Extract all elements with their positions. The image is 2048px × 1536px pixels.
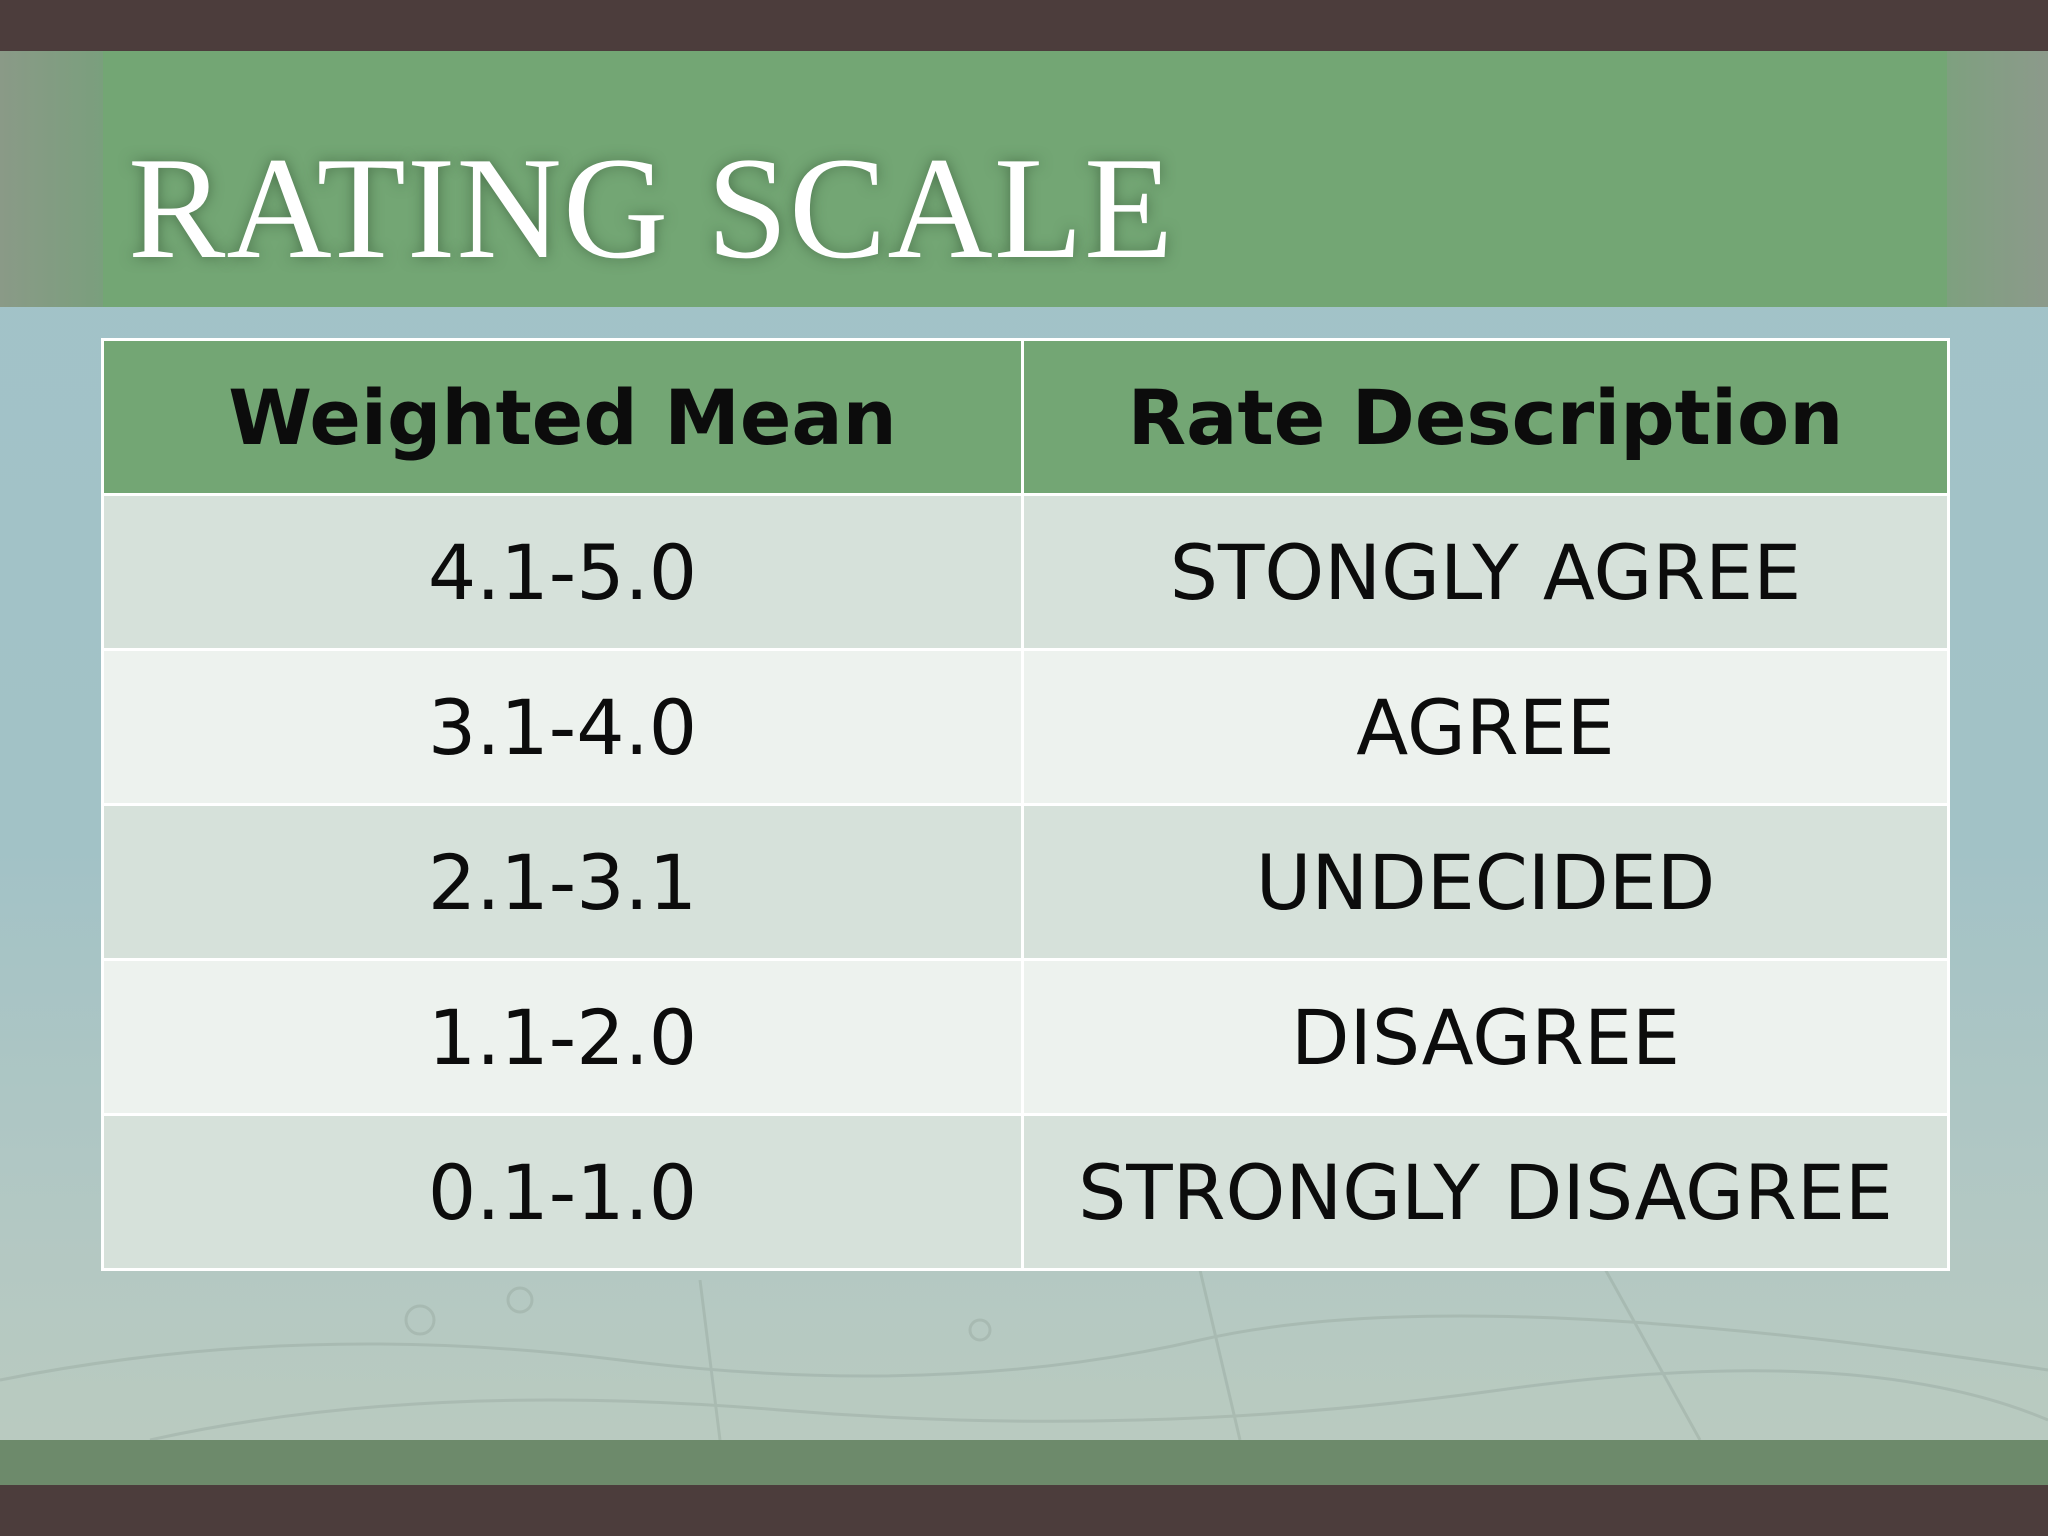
- slide-title: RATING SCALE: [128, 127, 1175, 289]
- title-band-left-edge: [0, 51, 103, 307]
- rate-description-cell: DISAGREE: [1021, 958, 1950, 1116]
- rate-description-cell: UNDECIDED: [1021, 803, 1950, 961]
- rate-description-cell: STONGLY AGREE: [1021, 493, 1950, 651]
- rating-scale-table: Weighted Mean Rate Description 4.1-5.0 S…: [101, 338, 1950, 1271]
- title-band-right-edge: [1947, 51, 2048, 307]
- table-row: 4.1-5.0 STONGLY AGREE: [101, 493, 1950, 651]
- header-rate-description: Rate Description: [1021, 338, 1950, 496]
- table-row: 0.1-1.0 STRONGLY DISAGREE: [101, 1113, 1950, 1271]
- weighted-mean-cell: 1.1-2.0: [101, 958, 1024, 1116]
- header-weighted-mean: Weighted Mean: [101, 338, 1024, 496]
- rate-description-cell: STRONGLY DISAGREE: [1021, 1113, 1950, 1271]
- table-header-row: Weighted Mean Rate Description: [101, 338, 1950, 496]
- weighted-mean-cell: 2.1-3.1: [101, 803, 1024, 961]
- table-row: 1.1-2.0 DISAGREE: [101, 958, 1950, 1116]
- weighted-mean-cell: 3.1-4.0: [101, 648, 1024, 806]
- table-row: 2.1-3.1 UNDECIDED: [101, 803, 1950, 961]
- rate-description-cell: AGREE: [1021, 648, 1950, 806]
- weighted-mean-cell: 4.1-5.0: [101, 493, 1024, 651]
- table-row: 3.1-4.0 AGREE: [101, 648, 1950, 806]
- bottom-accent-stripe: [0, 1440, 2048, 1485]
- title-band: [103, 51, 1947, 307]
- top-frame-band: [0, 0, 2048, 51]
- bottom-frame-band: [0, 1485, 2048, 1536]
- weighted-mean-cell: 0.1-1.0: [101, 1113, 1024, 1271]
